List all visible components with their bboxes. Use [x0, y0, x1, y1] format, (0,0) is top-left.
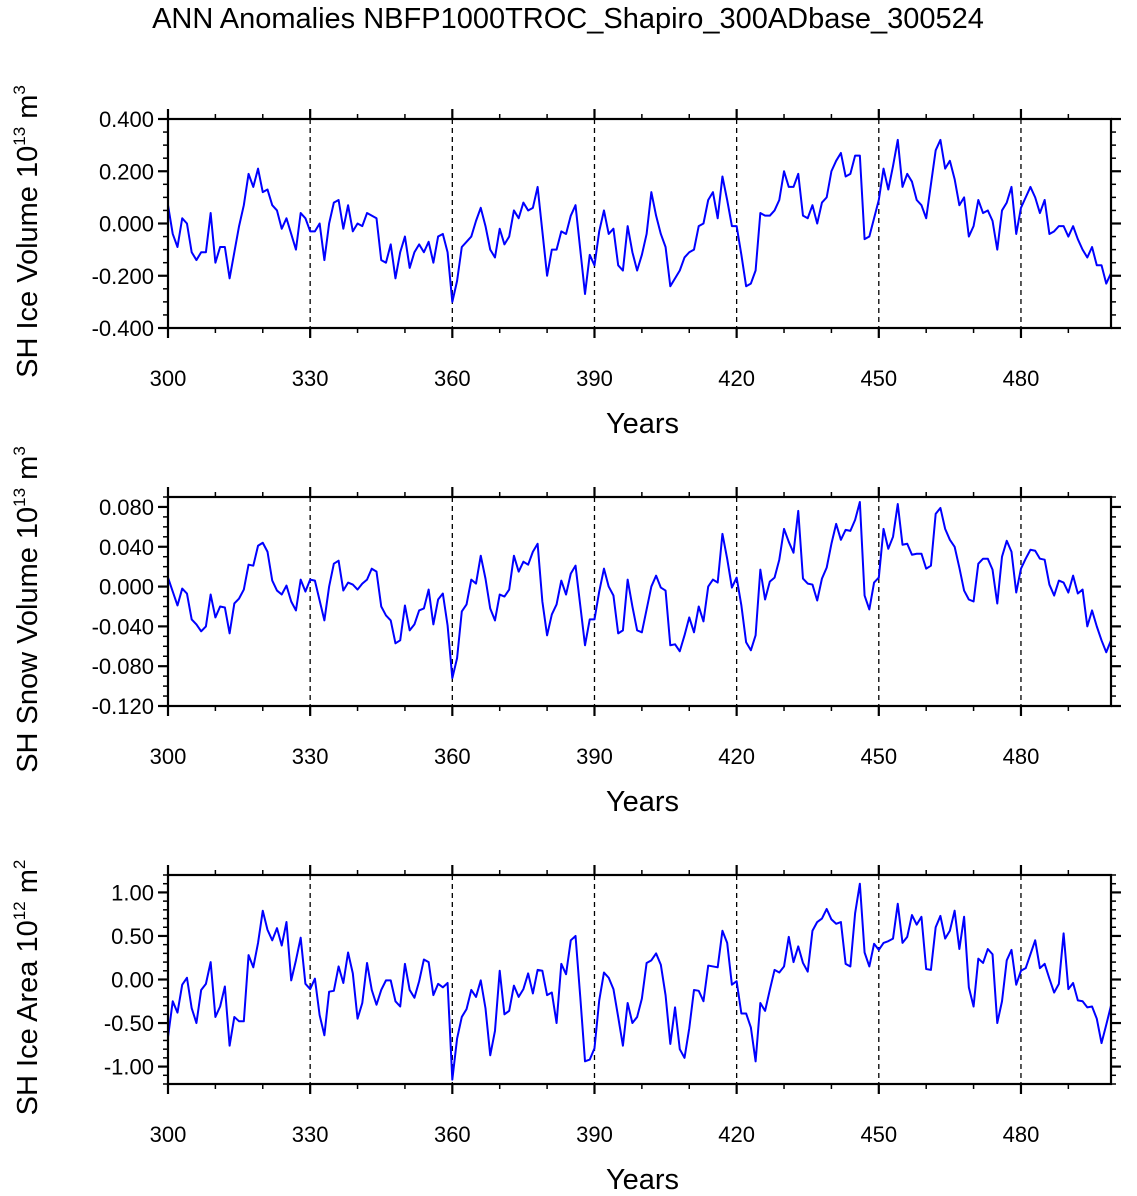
x-tick-label: 420 [718, 366, 755, 391]
y-tick-label: -0.200 [92, 264, 154, 289]
y-tick-label: -0.080 [92, 654, 154, 679]
x-tick-label: 330 [292, 1122, 329, 1147]
x-tick-label: 300 [150, 366, 187, 391]
y-tick-label: 0.50 [111, 924, 154, 949]
plot-frame [166, 117, 1113, 330]
x-tick-label: 450 [860, 366, 897, 391]
x-tick-label: 360 [434, 744, 471, 769]
y-axis-label-unit-exp: 3 [10, 446, 29, 455]
x-axis-label: Years [606, 1164, 679, 1196]
y-tick-label: 0.00 [111, 968, 154, 993]
x-tick-label: 360 [434, 1122, 471, 1147]
x-tick-label: 450 [860, 744, 897, 769]
y-axis-label-unit: m [12, 869, 44, 901]
y-axis-label-exp: 13 [10, 127, 29, 146]
x-tick-label: 480 [1003, 744, 1040, 769]
y-tick-label: -0.040 [92, 614, 154, 639]
y-axis-label-main: SH Snow Volume 10 [12, 507, 44, 773]
y-tick-label: 0.000 [99, 212, 154, 237]
y-axis-label-unit-exp: 2 [10, 860, 29, 869]
plot-frame [166, 873, 1113, 1086]
x-tick-label: 420 [718, 1122, 755, 1147]
y-axis-label: SH Ice Area 1012 m2 [10, 860, 44, 1116]
x-tick-label: 480 [1003, 366, 1040, 391]
panel-1: 300 330 360 390 420 450 480 0.400 0.200 0.000 -0.2… [10, 85, 1121, 440]
series-line-sh-ice-area [167, 882, 1112, 1081]
plot-frame [166, 495, 1113, 708]
y-axis-label: SH Ice Volume 1013 m3 [10, 85, 44, 378]
y-tick-label: -0.120 [92, 694, 154, 719]
y-tick-label: -0.50 [104, 1011, 154, 1036]
x-tick-label: 420 [718, 744, 755, 769]
y-axis-label-main: SH Ice Area 10 [12, 920, 44, 1115]
y-tick-label: 1.00 [111, 880, 154, 905]
x-tick-label: 330 [292, 744, 329, 769]
y-axis-label-exp: 13 [10, 488, 29, 507]
y-axis-label-unit: m [12, 456, 44, 488]
x-tick-label: 330 [292, 366, 329, 391]
y-tick-label: 0.000 [99, 575, 154, 600]
x-tick-label: 300 [150, 1122, 187, 1147]
x-tick-label: 390 [576, 744, 613, 769]
y-axis-label-unit: m [12, 95, 44, 127]
x-axis-label: Years [606, 786, 679, 818]
y-tick-label: -0.400 [92, 316, 154, 341]
x-tick-label: 390 [576, 1122, 613, 1147]
y-tick-label: 0.400 [99, 107, 154, 132]
series-line-sh-snow-volume [167, 500, 1112, 680]
y-axis-label: SH Snow Volume 1013 m3 [10, 446, 44, 773]
panel-2: 300 330 360 390 420 450 480 0.080 0.040 0.000 -0.0… [10, 446, 1121, 818]
x-tick-label: 390 [576, 366, 613, 391]
y-tick-label: 0.040 [99, 535, 154, 560]
panel-3: 300 330 360 390 420 450 480 1.00 0.50 0.00 -0.50 -1… [10, 860, 1121, 1196]
y-axis-label-main: SH Ice Volume 10 [12, 146, 44, 378]
chart-title: ANN Anomalies NBFP1000TROC_Shapiro_300AD… [152, 3, 984, 35]
x-tick-label: 480 [1003, 1122, 1040, 1147]
x-tick-label: 360 [434, 366, 471, 391]
y-tick-label: -1.00 [104, 1055, 154, 1080]
y-tick-label: 0.080 [99, 495, 154, 520]
series-line-sh-ice-volume [167, 138, 1112, 303]
y-axis-label-unit-exp: 3 [10, 85, 29, 94]
y-tick-label: 0.200 [99, 159, 154, 184]
x-tick-label: 450 [860, 1122, 897, 1147]
x-axis-label: Years [606, 408, 679, 440]
x-tick-label: 300 [150, 744, 187, 769]
y-axis-label-exp: 12 [10, 901, 29, 920]
